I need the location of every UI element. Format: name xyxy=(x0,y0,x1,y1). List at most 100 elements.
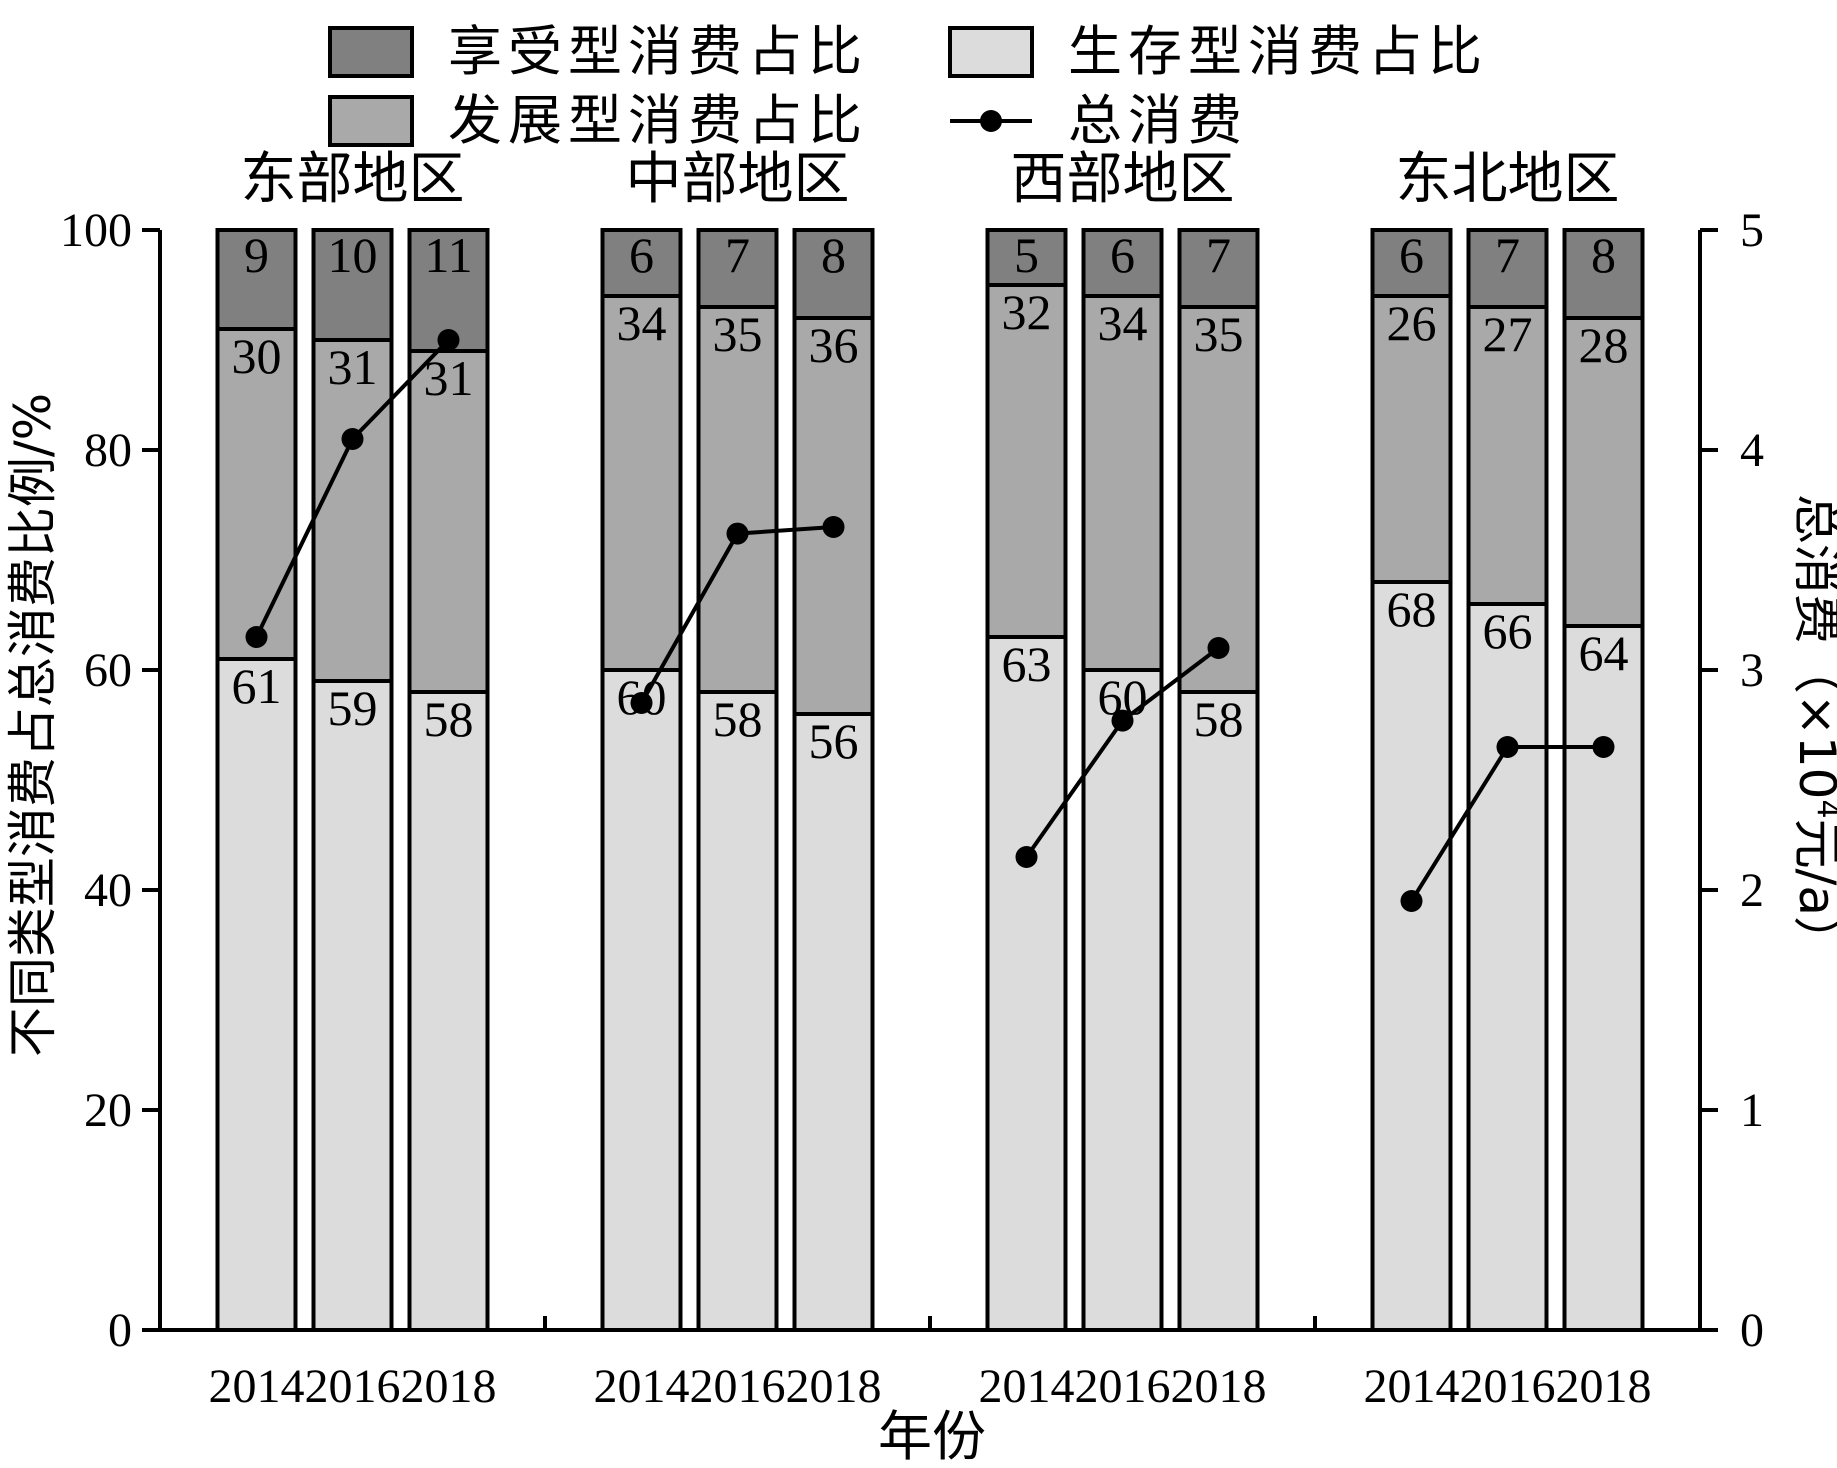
bar-label-enjoy: 9 xyxy=(244,227,269,283)
region-title: 东北地区 xyxy=(1396,147,1620,212)
bar-survive xyxy=(1562,624,1645,1332)
bar-develop xyxy=(215,327,298,661)
bar-develop xyxy=(1081,294,1164,672)
bar-survive xyxy=(600,668,683,1332)
bar-develop xyxy=(1177,305,1260,694)
x-tick-label-year: 2018 xyxy=(786,1360,882,1413)
total-consumption-point xyxy=(726,522,749,545)
y-axis-right-label-prefix: 总消费（×10 xyxy=(1788,494,1837,800)
y-axis-right-label-exponent: 4 xyxy=(1810,799,1837,818)
total-consumption-point xyxy=(630,692,653,714)
x-tick-label-year: 2016 xyxy=(1460,1360,1556,1413)
y-left-tick-label: 40 xyxy=(84,864,132,917)
bar-enjoy xyxy=(1562,228,1645,320)
total-consumption-point xyxy=(1496,736,1519,758)
bars: 9306110315911315863460735588365653263634… xyxy=(215,227,1645,1332)
bar-label-survive: 58 xyxy=(1194,691,1244,747)
bar-develop xyxy=(1466,305,1549,606)
y-axis-right-label: 总消费（×104元/a） xyxy=(1788,494,1837,966)
bar-label-develop: 28 xyxy=(1579,317,1629,373)
bar-label-survive: 58 xyxy=(424,691,474,747)
y-right-tick-label: 2 xyxy=(1740,864,1764,917)
bar-survive xyxy=(696,690,779,1332)
total-consumption-point xyxy=(1015,846,1038,868)
x-axis-label: 年份 xyxy=(878,1405,986,1468)
y-axis-right-label-suffix: 元/a） xyxy=(1788,819,1837,967)
bar-label-develop: 34 xyxy=(617,295,667,351)
bar-label-develop: 30 xyxy=(232,328,282,384)
total-consumption-point xyxy=(1592,736,1615,758)
region-titles: 东部地区 中部地区 西部地区 东北地区 xyxy=(241,147,1620,212)
y-right-tick-label: 4 xyxy=(1740,424,1764,477)
bar-enjoy xyxy=(1466,228,1549,309)
legend-label: 发展型消费占比 xyxy=(448,89,868,152)
x-tick-label-year: 2016 xyxy=(1075,1360,1171,1413)
x-tick-label-year: 2014 xyxy=(209,1360,305,1413)
x-tick-label-year: 2016 xyxy=(690,1360,786,1413)
y-left-tick-label: 100 xyxy=(60,204,132,257)
y-left-tick-label: 0 xyxy=(108,1304,132,1357)
total-consumption-point xyxy=(437,329,460,351)
bar-label-enjoy: 7 xyxy=(1206,227,1231,283)
bar-label-develop: 31 xyxy=(328,339,378,395)
legend-label: 享受型消费占比 xyxy=(448,20,868,83)
bar-label-enjoy: 8 xyxy=(1591,227,1616,283)
bar-label-survive: 59 xyxy=(328,680,378,736)
x-tick-label-year: 2018 xyxy=(401,1360,497,1413)
y-right-tick-label: 1 xyxy=(1740,1084,1764,1137)
legend-label: 总消费 xyxy=(1068,89,1248,152)
total-consumption-point xyxy=(1207,637,1230,659)
y-right-tick-label: 5 xyxy=(1740,204,1764,257)
legend-swatch xyxy=(328,26,414,78)
legend-swatch xyxy=(948,26,1034,78)
bar-label-enjoy: 10 xyxy=(328,227,378,283)
bar-enjoy xyxy=(215,228,298,331)
bar-label-develop: 26 xyxy=(1387,295,1437,351)
bar-label-develop: 36 xyxy=(809,317,859,373)
region-title: 西部地区 xyxy=(1011,147,1235,212)
bar-label-survive: 68 xyxy=(1387,581,1437,637)
bar-enjoy xyxy=(311,228,394,342)
bar-survive xyxy=(407,690,490,1332)
bar-survive xyxy=(792,712,875,1332)
x-tick-label-year: 2018 xyxy=(1171,1360,1267,1413)
bar-label-develop: 35 xyxy=(1194,306,1244,362)
y-right-tick-label: 3 xyxy=(1740,644,1764,697)
bar-label-enjoy: 6 xyxy=(1110,227,1135,283)
bar-survive xyxy=(1370,580,1453,1332)
bar-label-develop: 32 xyxy=(1002,284,1052,340)
y-axis-left-label: 不同类型消费占总消费比例/% xyxy=(4,393,62,1057)
x-tick-label-year: 2014 xyxy=(1364,1360,1460,1413)
bar-label-survive: 61 xyxy=(232,658,282,714)
bar-survive xyxy=(215,657,298,1332)
bar-label-survive: 56 xyxy=(809,713,859,769)
bar-label-enjoy: 8 xyxy=(821,227,846,283)
bar-label-enjoy: 11 xyxy=(424,227,472,283)
y-left-tick-label: 20 xyxy=(84,1084,132,1137)
total-consumption-point xyxy=(1400,890,1423,912)
region-title: 东部地区 xyxy=(241,147,465,212)
x-tick-labels: 2014 2016 2018 2014 2016 2018 2014 2016 2018 2014… xyxy=(209,1360,1652,1413)
x-tick-label-year: 2016 xyxy=(305,1360,401,1413)
bar-enjoy xyxy=(1081,228,1164,298)
total-consumption-point xyxy=(245,626,268,648)
bar-develop xyxy=(407,349,490,694)
bar-enjoy xyxy=(792,228,875,320)
x-tick-label-year: 2018 xyxy=(1556,1360,1652,1413)
bar-enjoy xyxy=(1177,228,1260,309)
total-consumption-series xyxy=(245,329,1615,912)
x-tick-label-year: 2014 xyxy=(979,1360,1075,1413)
bar-label-enjoy: 7 xyxy=(1495,227,1520,283)
bar-survive xyxy=(1466,602,1549,1332)
bar-enjoy xyxy=(985,228,1068,287)
bar-label-survive: 58 xyxy=(713,691,763,747)
bar-develop xyxy=(696,305,779,694)
bar-label-enjoy: 5 xyxy=(1014,227,1039,283)
bar-label-develop: 27 xyxy=(1483,306,1533,362)
bar-label-enjoy: 7 xyxy=(725,227,750,283)
bar-enjoy xyxy=(1370,228,1453,298)
bar-label-develop: 34 xyxy=(1098,295,1148,351)
